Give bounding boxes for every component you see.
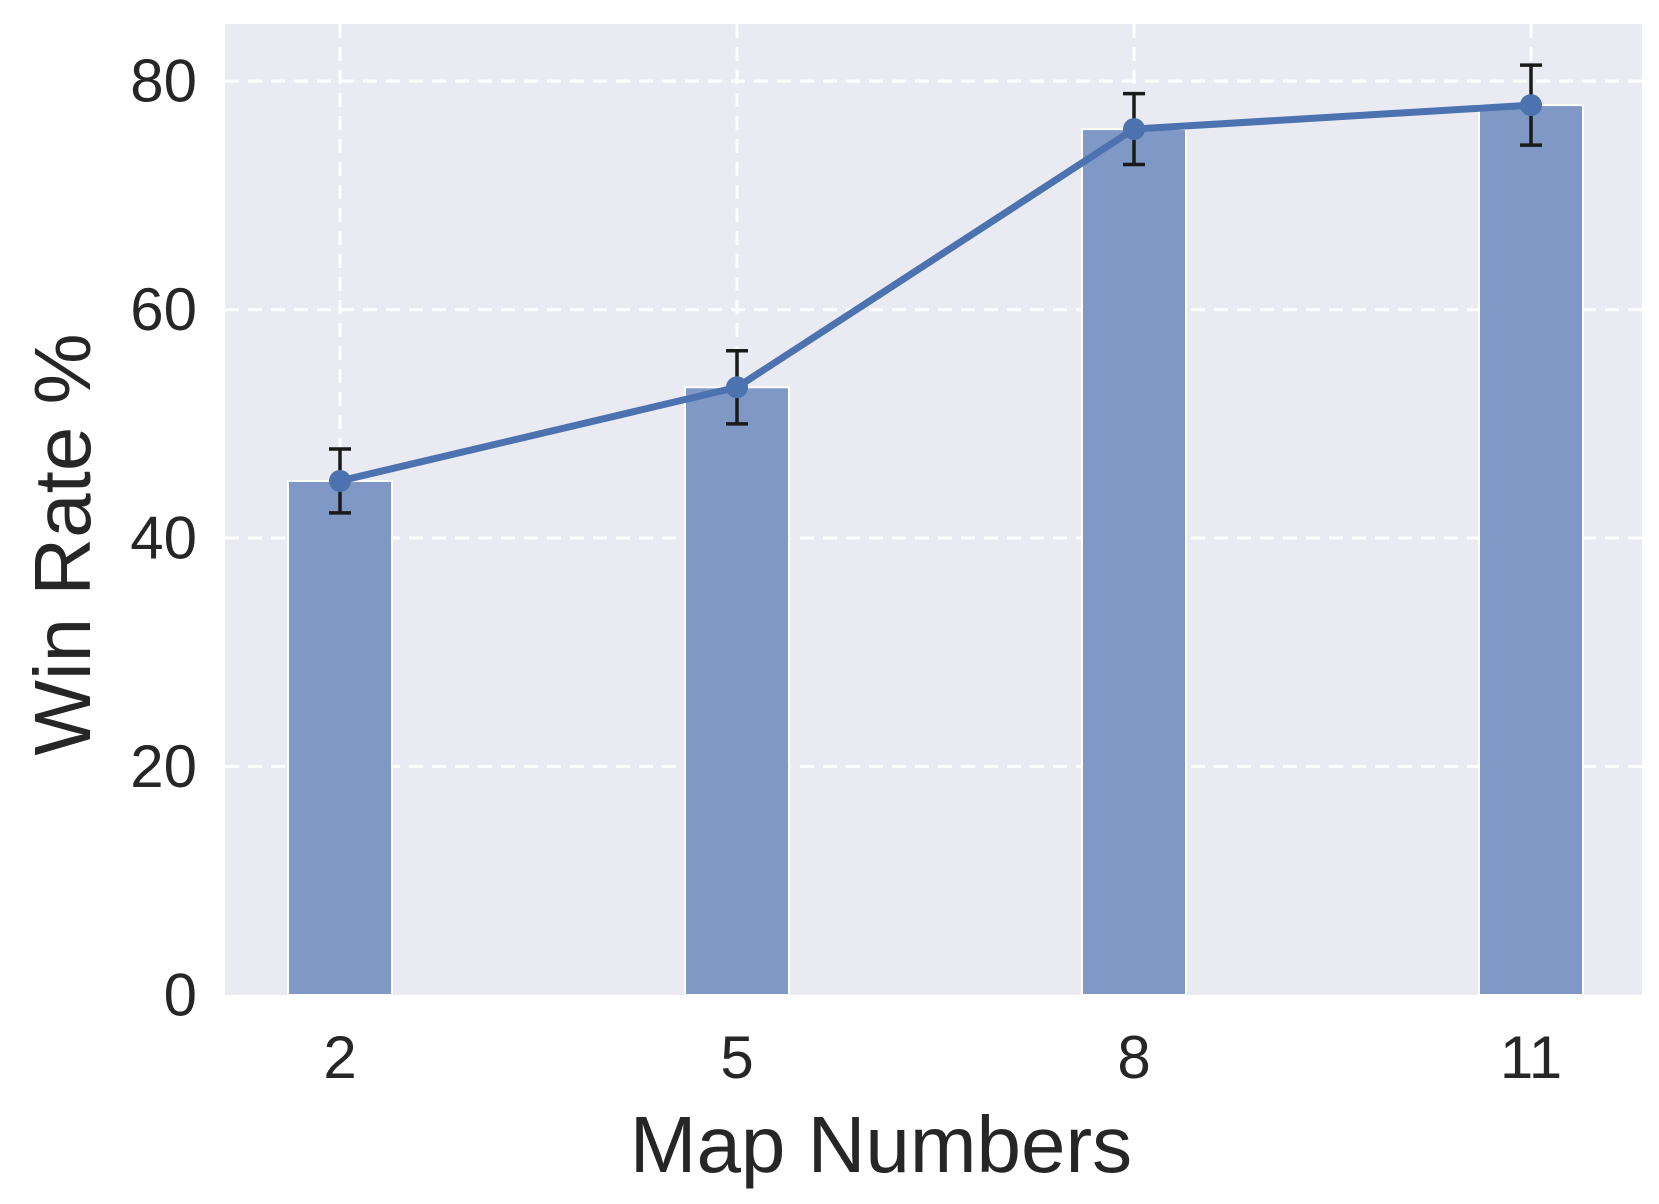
bar-2 (287, 479, 393, 996)
x-tick-labels: 2 5 8 11 (323, 1024, 1562, 1091)
point-11 (1520, 94, 1542, 117)
point-2 (329, 469, 351, 492)
series-line (336, 101, 1535, 485)
series-points (329, 94, 1542, 492)
plot-area (225, 24, 1642, 995)
x-tick-5: 5 (720, 1024, 753, 1091)
y-tick-0: 0 (164, 962, 197, 1029)
bar-11 (1478, 104, 1584, 996)
point-5 (726, 376, 748, 399)
y-tick-80: 80 (130, 48, 197, 115)
bars (287, 104, 1584, 996)
y-tick-40: 40 (130, 505, 197, 572)
x-tick-8: 8 (1117, 1024, 1150, 1091)
y-axis-label: Win Rate % (18, 333, 107, 755)
x-axis-label: Map Numbers (630, 1100, 1132, 1189)
y-tick-labels: 0 20 40 60 80 (130, 48, 197, 1029)
bar-5 (684, 386, 790, 996)
x-tick-2: 2 (323, 1024, 356, 1091)
bar-8 (1081, 128, 1187, 996)
x-tick-11: 11 (1500, 1024, 1562, 1091)
point-8 (1123, 118, 1145, 141)
y-tick-60: 60 (130, 276, 197, 343)
y-tick-20: 20 (130, 733, 197, 800)
series-polyline (336, 101, 1535, 485)
